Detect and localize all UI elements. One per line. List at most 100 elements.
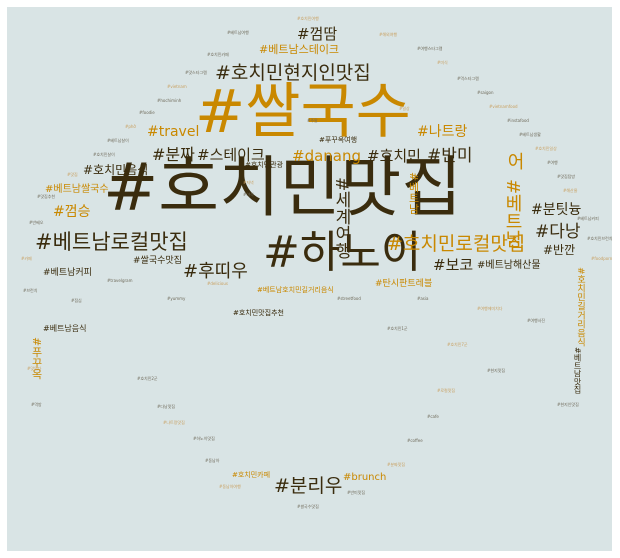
tiny-word: #하노이맛집 xyxy=(193,436,215,441)
tiny-word: #동남아 xyxy=(205,458,220,463)
word-geomseung: #껌승 xyxy=(53,204,91,220)
tiny-word: #주말 xyxy=(307,118,318,123)
word-vn-local: #베트남로컬맛집 xyxy=(35,230,188,254)
tiny-word: #쌀국수맛집 xyxy=(297,504,319,509)
word-vn-street: #베트남호치민길거리음식 xyxy=(257,286,334,294)
word-vn-ssal: #베트남쌀국수 xyxy=(45,184,109,195)
word-hochiminh: #호치민 xyxy=(367,147,421,165)
tiny-word: #yummy xyxy=(167,296,186,301)
tiny-word: #여행사진 xyxy=(527,318,546,323)
word-tansonnhat: #탄시판트레블 xyxy=(375,279,433,289)
tiny-word: #streetfood xyxy=(337,296,361,301)
tiny-word: #베트남살이 xyxy=(107,138,129,143)
tiny-word: #해외여행 xyxy=(379,32,398,37)
word-bunza: #분짜 xyxy=(152,145,195,164)
word-danang-en: #danang xyxy=(292,147,362,165)
word-bankkan: #반깐 xyxy=(543,243,576,257)
tiny-word: #호치민브런치 xyxy=(587,236,612,241)
tiny-word: #저녁 xyxy=(243,180,254,185)
tiny-word: #호치민일상 xyxy=(535,146,557,151)
tiny-word: #호치민여행 xyxy=(297,16,319,21)
word-hutieu: #후띠우 xyxy=(183,261,248,282)
word-vn-v2: #베트남 xyxy=(407,172,420,215)
word-ssalguksu: #쌀국수 xyxy=(195,77,411,147)
word-hcm-gwan: #호치민관광 xyxy=(245,161,284,169)
tiny-word: #hochiminh xyxy=(157,98,182,103)
tiny-word: #호치민1군 xyxy=(387,326,408,331)
tiny-word: #베트남여행 xyxy=(227,30,249,35)
tiny-word: #브런치 xyxy=(23,288,38,293)
tiny-word: #맛있다 xyxy=(27,366,42,371)
word-vn-food: #베트남음식 xyxy=(43,324,87,333)
tiny-word: #여행스타그램 xyxy=(417,46,443,51)
tiny-word: #로컬맛집 xyxy=(437,388,456,393)
tiny-word: #일상 xyxy=(399,106,410,111)
word-hcm-taste: #호치민맛집추천 xyxy=(233,309,284,317)
tiny-word: #동남아여행 xyxy=(219,484,241,489)
tiny-word: #vietnam xyxy=(167,84,187,89)
word-hcm-local: #호치민현지인맛집 xyxy=(215,62,371,84)
tiny-word: #맛집 xyxy=(67,172,78,177)
tiny-word: #saigon xyxy=(477,90,494,95)
tiny-word: #먹방 xyxy=(31,402,42,407)
tiny-word: #현지맛집 xyxy=(487,368,506,373)
word-hanoi: #하노이 xyxy=(263,227,422,278)
word-vn-haesan: #베트남해산물 xyxy=(477,260,541,271)
tiny-word: #반쎄오 xyxy=(29,220,44,225)
tiny-word: #호치민살이 xyxy=(93,152,115,157)
tiny-word: #asia xyxy=(417,296,429,301)
word-travel: #travel xyxy=(147,124,200,140)
tiny-word: #카페 xyxy=(21,256,32,261)
tiny-word: #delicious xyxy=(207,281,228,286)
tiny-word: #다낭맛집 xyxy=(157,404,176,409)
word-eo: 어 xyxy=(504,152,525,170)
tiny-word: #맛집탐방 xyxy=(557,174,576,179)
word-brunch: #brunch xyxy=(343,472,387,483)
tiny-word: #vietnamfood xyxy=(489,104,518,109)
word-bunriu: #분리우 xyxy=(274,475,343,497)
tiny-word: #반미맛집 xyxy=(347,490,366,495)
tiny-word: #instafood xyxy=(507,118,529,123)
word-bokko: #보코 xyxy=(433,256,474,274)
tiny-word: #cafe xyxy=(427,414,439,419)
word-cloud: #호치민맛집 #쌀국수 #하노이 #호치민현지인맛집 #베트남로컬맛집 #호치민… xyxy=(7,7,612,551)
tiny-word: #travelgram xyxy=(107,278,133,283)
tiny-word: #맛집추천 xyxy=(37,194,56,199)
word-vietnam: #베트남 xyxy=(502,179,523,249)
word-danang: #다낭 xyxy=(535,222,581,242)
word-vn-coffee: #베트남커피 xyxy=(43,268,92,278)
word-fuquoc-trip: #푸꾸옥여행 xyxy=(319,136,358,144)
word-steak: #스테이크 xyxy=(197,146,265,164)
tiny-word: #해산물 xyxy=(563,188,578,193)
tiny-word: #베트남생활 xyxy=(519,132,541,137)
tiny-word: #미식 xyxy=(437,60,448,65)
tiny-word: #점심 xyxy=(71,298,82,303)
tiny-word: #호치민카페 xyxy=(207,52,229,57)
word-bunthitnuong: #분팃늉 xyxy=(531,202,582,218)
tiny-word: #호치민2군 xyxy=(137,376,158,381)
word-hcm-alley: #호치민길거리음식 xyxy=(575,267,585,347)
word-main: #호치민맛집 xyxy=(103,149,462,226)
word-hcm-local2: #호치민로컬맛집 xyxy=(387,233,526,255)
tiny-word: #분짜맛집 xyxy=(387,462,406,467)
word-ssal-matjip: #쌀국수맛집 xyxy=(133,256,182,266)
word-fuquoc: #푸꾸옥 xyxy=(30,337,43,380)
tiny-word: #맛스타그램 xyxy=(185,70,207,75)
word-geomttam: #껌땀 xyxy=(297,25,338,43)
word-vn-restaurant: #베트남맛집 xyxy=(573,347,582,394)
tiny-word: #호치민7군 xyxy=(447,342,468,347)
tiny-word: #먹스타그램 xyxy=(457,76,479,81)
tiny-word: #야식 xyxy=(243,192,254,197)
tiny-word: #phở xyxy=(125,124,136,129)
tiny-word: #여행 xyxy=(547,160,558,165)
word-hcm-cafe: #호치민카페 xyxy=(232,471,271,479)
tiny-word: #현지인맛집 xyxy=(557,402,579,407)
word-world-travel: #세계여행 xyxy=(331,177,351,260)
word-banmi: #반미 xyxy=(427,146,473,166)
word-hcm-food: #호치민음식 xyxy=(83,163,149,177)
tiny-word: #베트남커피 xyxy=(577,216,599,221)
tiny-word: #여행에미치다 xyxy=(477,306,503,311)
tiny-word: #foodporn xyxy=(591,256,612,261)
tiny-word: #나트랑맛집 xyxy=(163,420,185,425)
tiny-word: #coffee xyxy=(407,438,423,443)
